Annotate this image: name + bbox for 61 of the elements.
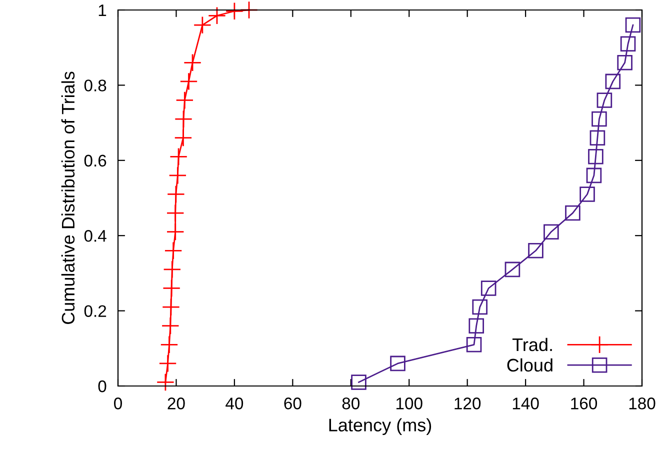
point [586, 168, 602, 184]
legend-label: Trad. [512, 338, 552, 352]
point [625, 17, 641, 33]
point [176, 91, 194, 110]
point [620, 36, 636, 52]
x-tick-label: 160 [571, 398, 598, 410]
point [544, 224, 559, 240]
point [225, 2, 244, 20]
point [158, 354, 177, 372]
point [605, 74, 621, 90]
point [164, 242, 182, 260]
y-tick-label: 0.4 [84, 230, 106, 242]
point [163, 260, 182, 278]
point [480, 280, 496, 296]
point [160, 336, 178, 354]
point [590, 130, 606, 146]
x-tick-label: 40 [226, 398, 244, 410]
point [166, 222, 184, 241]
point [180, 72, 198, 90]
point [174, 128, 192, 147]
x-tick-label: 180 [629, 398, 656, 410]
point [193, 16, 212, 34]
point [174, 110, 193, 128]
y-tick-label: 0.2 [84, 305, 106, 318]
point [156, 373, 174, 392]
point [390, 356, 406, 372]
point [183, 54, 202, 72]
point [596, 92, 612, 108]
point [162, 279, 181, 298]
point [592, 111, 607, 127]
x-tick-label: 100 [396, 398, 422, 410]
point [161, 316, 180, 335]
x-tick-label: 120 [454, 398, 481, 410]
point [166, 204, 184, 222]
point [351, 374, 366, 390]
y-tick-label: 0 [98, 380, 106, 392]
x-tick-label: 140 [512, 398, 539, 410]
point [168, 166, 187, 184]
y-tick-label: 0.8 [84, 80, 106, 92]
point [580, 186, 595, 202]
x-tick-label: 80 [342, 398, 360, 410]
x-axis-title: Latency (ms) [329, 418, 432, 436]
y-tick-label: 1 [98, 4, 106, 16]
point [504, 262, 520, 278]
y-tick-label: 0.6 [84, 154, 106, 167]
point [565, 205, 580, 221]
point [617, 55, 632, 70]
point [466, 337, 482, 352]
point [468, 318, 484, 334]
point [588, 149, 604, 164]
point [166, 185, 185, 204]
point [472, 299, 488, 315]
x-tick-label: 60 [284, 398, 302, 410]
x-tick-label: 0 [114, 398, 122, 410]
y-axis-title: Cumulative Distribution of Trials [61, 72, 75, 324]
legend-label: Cloud [507, 358, 552, 372]
point [170, 148, 188, 166]
point [162, 298, 180, 316]
point [208, 6, 226, 25]
x-tick-label: 20 [168, 398, 185, 410]
point [528, 243, 544, 258]
